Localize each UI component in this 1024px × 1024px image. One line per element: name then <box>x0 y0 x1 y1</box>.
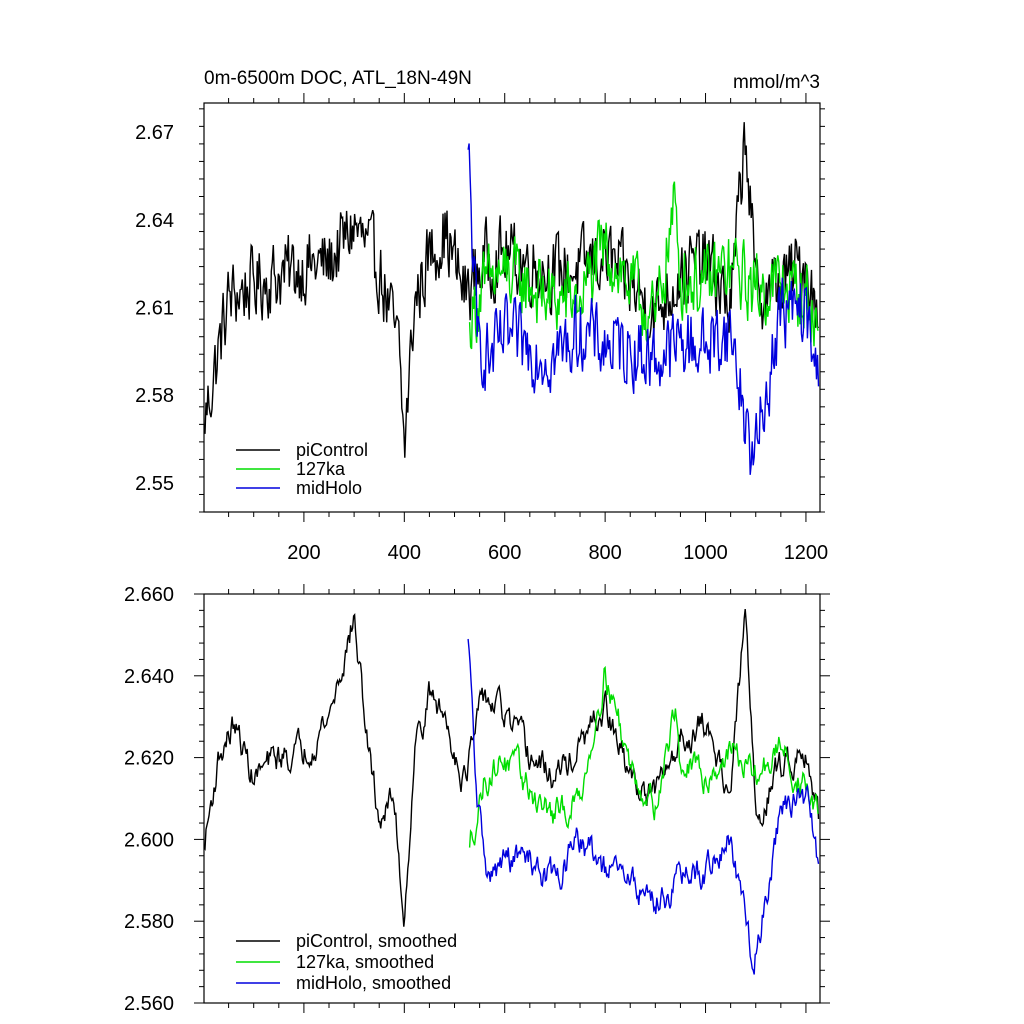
series-line-picontrol-smoothed <box>204 609 820 927</box>
top-panel: 0m-6500m DOC, ATL_18N-49N mmol/m^3 200 40… <box>135 68 828 564</box>
series-line-127ka-smoothed <box>468 665 819 848</box>
plot-frame <box>203 102 821 513</box>
y-tick-label: 2.560 <box>124 993 174 1015</box>
x-tick-label: 800 <box>588 542 621 564</box>
y-tick-label: 2.61 <box>135 298 174 320</box>
y-tick-label: 2.64 <box>135 210 174 232</box>
plot-frame <box>203 593 821 1004</box>
legend-label: 127ka <box>296 459 346 479</box>
series-line-midholo <box>467 143 820 475</box>
legend-label: piControl <box>296 440 368 460</box>
units-label: mmol/m^3 <box>733 72 820 93</box>
y-tick-label: 2.640 <box>124 666 174 688</box>
x-tick-label: 600 <box>488 542 521 564</box>
x-tick-label: 200 <box>287 542 320 564</box>
y-tick-label: 2.600 <box>124 829 174 851</box>
legend-label: midHolo, smoothed <box>296 973 451 993</box>
y-tick-label: 2.58 <box>135 385 174 407</box>
x-tick-label: 1200 <box>784 542 829 564</box>
legend-label: 127ka, smoothed <box>296 952 434 972</box>
series-line-127ka <box>468 181 819 350</box>
y-tick-label: 2.67 <box>135 122 174 144</box>
legend-label: midHolo <box>296 478 362 498</box>
legend-label: piControl, smoothed <box>296 931 457 951</box>
series-line-midholo-smoothed <box>467 638 820 975</box>
x-tick-label: 400 <box>388 542 421 564</box>
bottom-panel: 2.560 2.580 2.600 2.620 2.640 2.660 piControl,… <box>124 584 830 1015</box>
y-tick-label: 2.580 <box>124 911 174 933</box>
y-tick-label: 2.660 <box>124 584 174 606</box>
x-tick-label: 1000 <box>683 542 728 564</box>
chart-title: 0m-6500m DOC, ATL_18N-49N <box>204 68 472 89</box>
y-tick-label: 2.55 <box>135 473 174 495</box>
y-tick-label: 2.620 <box>124 748 174 770</box>
